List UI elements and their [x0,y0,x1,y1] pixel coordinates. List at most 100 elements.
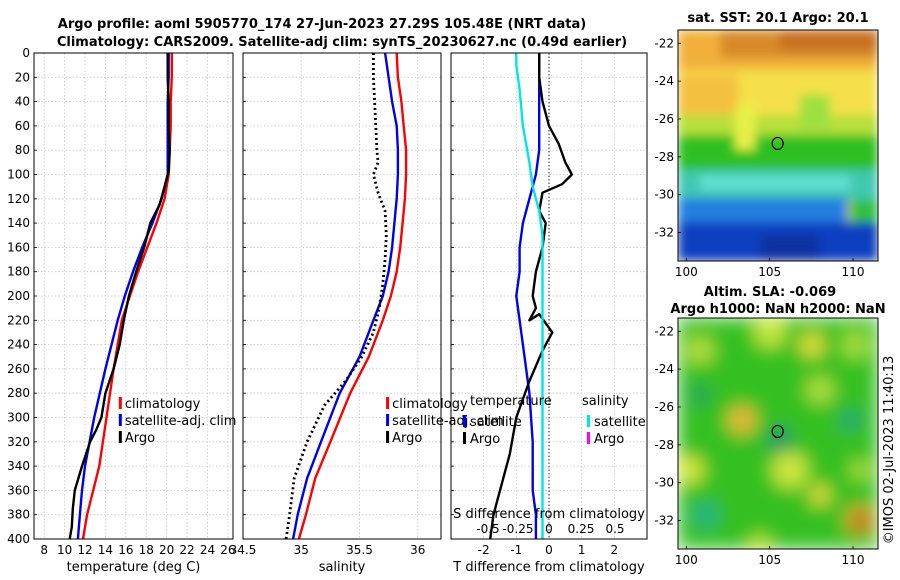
legend-label: Argo [470,432,500,447]
series-climatology [81,53,174,540]
map-y-tick-label: -24 [654,362,674,376]
legend-swatch [118,431,122,443]
map-y-tick-label: -22 [654,324,674,338]
y-tick-label: 100 [7,168,30,182]
map-y-tick-label: -28 [654,438,674,452]
x-tick-label: 16 [118,543,133,557]
salinity-panel: 34.5 35 35.5 36salinityclimatologysatellite… [230,52,504,575]
legend-label: Argo [125,431,155,446]
legend-swatch [587,415,590,427]
s-tick-label: -0.5 [476,522,499,536]
series-s-satellite [515,53,544,539]
legend-swatch [587,432,590,444]
y-tick-label: 360 [7,483,30,497]
y-tick-label: 200 [7,289,30,303]
x-axis-label: T difference from climatology [452,560,645,575]
y-tick-label: 20 [15,70,30,84]
map-y-tick-label: -26 [654,112,674,126]
y-tick-label: 400 [7,532,30,546]
series-argo [284,53,388,540]
map-x-tick-label: 100 [675,265,698,279]
legend-swatch [118,397,122,409]
y-tick-label: 40 [15,95,30,109]
x-tick-label: -1 [510,543,522,557]
sla-argo-location-marker [771,424,784,439]
map-y-tick-label: -22 [654,36,674,50]
x-tick-label: 18 [139,543,154,557]
y-tick-label: 120 [7,192,30,206]
y-tick-label: 0 [22,46,30,60]
map-y-tick-label: -32 [654,226,674,240]
legend-label: climatology [125,397,201,412]
sst-argo-location-marker [771,136,784,151]
map-y-tick-label: -30 [654,476,674,490]
profile-panels: 0204060801001201401601802002202402602803… [7,46,648,575]
sst-map-image [678,30,878,261]
legend-swatch [118,414,122,426]
legend-label: satellite-adj. clim [125,414,237,429]
x-tick-label: 12 [77,543,92,557]
map-y-tick-label: -26 [654,400,674,414]
sla-map-image [678,318,878,549]
x-tick-label: 35.5 [346,543,373,557]
y-tick-label: 240 [7,338,30,352]
map-x-tick-label: 105 [758,553,781,567]
map-x-tick-label: 100 [675,553,698,567]
legend-swatch [463,432,466,444]
legend-label: satellite [594,415,646,430]
x-tick-label: 22 [179,543,194,557]
s-tick-label: 0.5 [605,522,624,536]
y-tick-label: 340 [7,459,30,473]
map-y-tick-label: -32 [654,514,674,528]
x-axis-label: salinity [319,560,366,575]
legend-swatch [386,414,390,426]
x-tick-label: 0 [545,543,553,557]
x-tick-label: 10 [57,543,72,557]
legend-label: satellite [470,415,522,430]
s-tick-label: 0.25 [568,522,595,536]
legend-label: Argo [392,431,422,446]
x-tick-label: 1 [578,543,586,557]
legend-swatch [386,397,390,409]
legend-title-salinity: salinity [582,394,629,409]
x-axis-label: temperature (deg C) [67,560,201,575]
sst-map-axes: 100 105 110 -22 -24 -26 -28 -30 -32 [654,36,864,279]
y-tick-label: 180 [7,265,30,279]
legend-label: Argo [594,432,624,447]
x-tick-label: 2 [611,543,619,557]
y-tick-label: 280 [7,386,30,400]
legend-label: climatology [392,397,468,412]
s-difference-label: S difference from climatology [453,507,645,522]
sst-map-title: sat. SST: 20.1 Argo: 20.1 [687,11,868,26]
x-tick-label: 34.5 [230,543,257,557]
y-tick-label: 140 [7,216,30,230]
series-climatology [297,52,408,540]
sla-map-title: Altim. SLA: -0.069 [704,285,836,300]
figure-subtitle: Climatology: CARS2009. Satellite-adj cli… [57,35,627,50]
x-tick-label: 8 [40,543,48,557]
s-tick-label: -0.25 [502,522,533,536]
map-y-tick-label: -28 [654,150,674,164]
x-tick-label: 14 [98,543,113,557]
series-satellite-adj-clim [76,53,170,540]
s-tick-label: 0 [545,522,553,536]
legend-swatch [463,415,466,427]
x-tick-label: 26 [220,543,235,557]
y-tick-label: 320 [7,435,30,449]
map-x-tick-label: 110 [842,553,865,567]
map-x-tick-label: 105 [758,265,781,279]
map-y-tick-label: -24 [654,74,674,88]
y-tick-label: 60 [15,119,30,133]
y-tick-label: 220 [7,313,30,327]
legend-swatch [386,431,390,443]
y-tick-label: 160 [7,240,30,254]
difference-panel: -2 -1 0 1 2 T difference from climatology temp… [450,52,648,575]
x-tick-label: 35 [294,543,309,557]
sla-map-axes: 100 105 110 -22 -24 -26 -28 -30 -32 [654,324,864,567]
map-y-tick-label: -30 [654,188,674,202]
x-tick-label: 20 [159,543,174,557]
x-tick-label: -2 [478,543,490,557]
y-tick-label: 80 [15,143,30,157]
temperature-panel: 0 20 40 60 80 100 120 140 160 180 200 220 240 260 280 3… [7,46,236,575]
